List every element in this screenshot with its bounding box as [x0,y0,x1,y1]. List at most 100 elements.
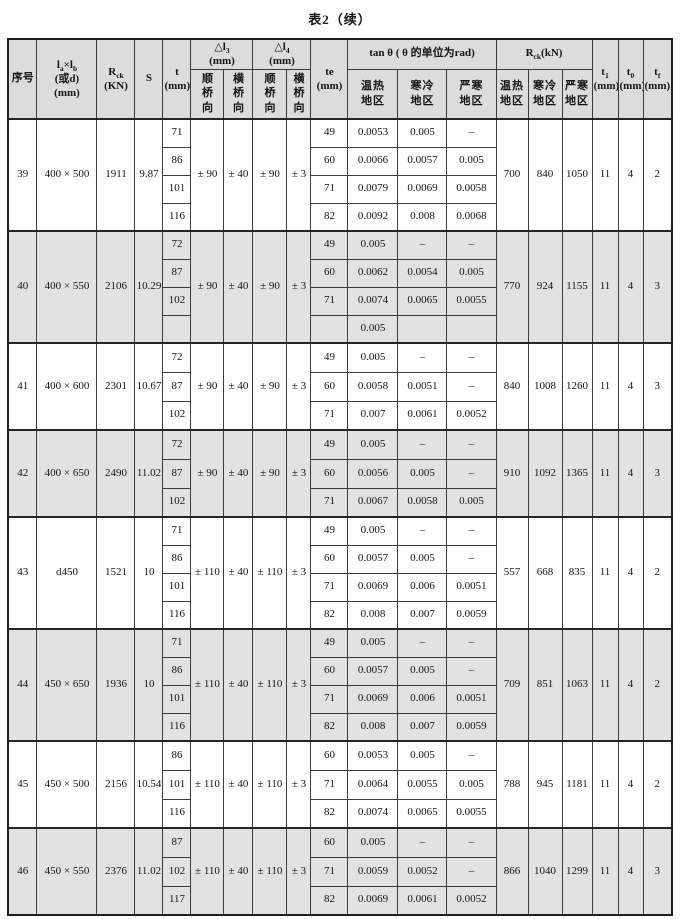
cell-size: 400 × 550 [36,230,98,344]
size-l: l [56,58,60,71]
size-sub-b: b [72,63,78,73]
size-x: ×l [63,58,73,71]
header-t1: t1 (mm) [591,38,619,120]
cell-dl3-along: ± 110 [190,628,225,742]
tf-unit: (mm) [644,80,671,93]
cell-tan-warm: 0.0074 [347,286,399,316]
header-tan-warm: 温热地区 [347,68,399,120]
table-row: 39 400 × 500 1911 9.87 71 ± 90 ± 40 ± 90 ± 3 49 0.… [7,118,673,232]
cell-tan-severe: – [446,118,497,148]
cell-tan-cold: – [397,429,448,460]
t0-sub: 0 [630,70,635,80]
cell-tan-warm: 0.008 [347,712,399,742]
cell-t0: 4 [617,516,644,630]
cell-r-cold: 668 [527,516,563,630]
cell-tan-cold: 0.007 [397,712,448,742]
cell-r-warm: 700 [495,118,529,232]
cell-t: 86 [162,146,192,176]
rck-r: R [108,65,117,78]
cell-tan-severe: 0.0059 [446,600,497,630]
cell-tan-warm: 0.0053 [347,118,399,148]
size-line2: (或d) [54,72,80,85]
cell-tan-warm: 0.0079 [347,174,399,204]
cell-r-severe: 1260 [561,342,593,431]
cell-dl4-across: ± 3 [286,827,312,916]
header-te: te (mm) [310,38,349,120]
cell-tan-severe: – [446,429,497,460]
cell-tan-cold: 0.005 [397,544,448,574]
cell-tan-severe: 0.0068 [446,202,497,232]
cell-s: 9.87 [134,118,164,232]
size-line3: (mm) [54,87,80,100]
cell-tan-severe: 0.0059 [446,712,497,742]
cell-dl3-along: ± 90 [190,429,225,518]
cell-tan-warm: 0.0059 [347,856,399,887]
cell-r-cold: 1040 [527,827,563,916]
group-row-41: 41 400 × 600 2301 10.67 72 ± 90 ± 40 ± 90 ± 3 49 0… [7,342,673,431]
cell-t: 87 [162,458,192,489]
cell-dl4-across: ± 3 [286,740,312,829]
cell-tf: 3 [642,827,673,916]
cell-tan-severe: 0.0055 [446,286,497,316]
cell-tan-cold: 0.0065 [397,798,448,829]
header-dl3-across: 横桥向 [223,68,254,120]
cell-r-severe: 1155 [561,230,593,344]
cell-size: 400 × 650 [36,429,98,518]
table-row: 101 71 0.0079 0.0069 0.0058 [8,174,672,204]
header-t0: t0 (mm) [617,38,644,120]
cell-r-cold: 851 [527,628,563,742]
table-row: 42 400 × 650 2490 11.02 72 ± 90 ± 40 ± 90 ± 3 49 0… [7,429,673,518]
cell-tan-cold: – [397,230,448,260]
cell-t: 102 [162,487,192,518]
along-bridge-label: 顺桥向 [201,72,213,115]
cell-te: 60 [310,458,349,489]
cell-tan-severe: 0.0052 [446,885,497,916]
cell-te: 49 [310,628,349,658]
group-row-42: 42 400 × 650 2490 11.02 72 ± 90 ± 40 ± 90 ± 3 49 0… [7,429,673,518]
cell-tan-cold: 0.0054 [397,258,448,288]
cell-te: 82 [310,798,349,829]
cell-t: 102 [162,856,192,887]
cell-tf: 3 [642,230,673,344]
cell-t: 101 [162,572,192,602]
cell-tf: 3 [642,342,673,431]
cell-tan-cold: – [397,827,448,858]
cell-tan-severe: 0.0051 [446,684,497,714]
t1-unit: (mm) [593,80,619,93]
cell-tan-warm: 0.005 [347,827,399,858]
cell-dl3-across: ± 40 [223,628,254,742]
cell-te: 71 [310,286,349,316]
cell-serial: 40 [7,230,38,344]
cell-tan-severe: – [446,516,497,546]
cell-dl4-across: ± 3 [286,628,312,742]
cell-te: 71 [310,487,349,518]
cell-tf: 2 [642,118,673,232]
cell-te: 71 [310,684,349,714]
cell-te: 60 [310,740,349,771]
cell-t1: 11 [591,827,619,916]
table-row: 41 400 × 600 2301 10.67 72 ± 90 ± 40 ± 90 ± 3 49 0… [7,342,673,431]
cell-tan-cold: – [397,628,448,658]
cell-rck: 2301 [96,342,136,431]
cell-te: 49 [310,118,349,148]
cell-tan-cold: 0.0061 [397,400,448,431]
cell-tan-cold: 0.006 [397,684,448,714]
cell-t0: 4 [617,827,644,916]
cell-tan-cold: 0.0065 [397,286,448,316]
cell-size: 400 × 500 [36,118,98,232]
rck-unit: (KN) [104,80,128,93]
cell-dl4-along: ± 110 [252,740,288,829]
dl3-symbol: △l [214,41,226,53]
header-t: t (mm) [162,38,192,120]
cell-size: 450 × 550 [36,827,98,916]
cell-te [310,314,349,344]
header-dl3-along: 顺桥向 [190,68,225,120]
cell-tan-cold: 0.005 [397,118,448,148]
cold-region-label: 寒冷地区 [410,80,435,107]
cell-tan-severe: – [446,856,497,887]
header-r-cold: 寒冷地区 [527,68,563,120]
header-s-label: S [145,72,153,85]
